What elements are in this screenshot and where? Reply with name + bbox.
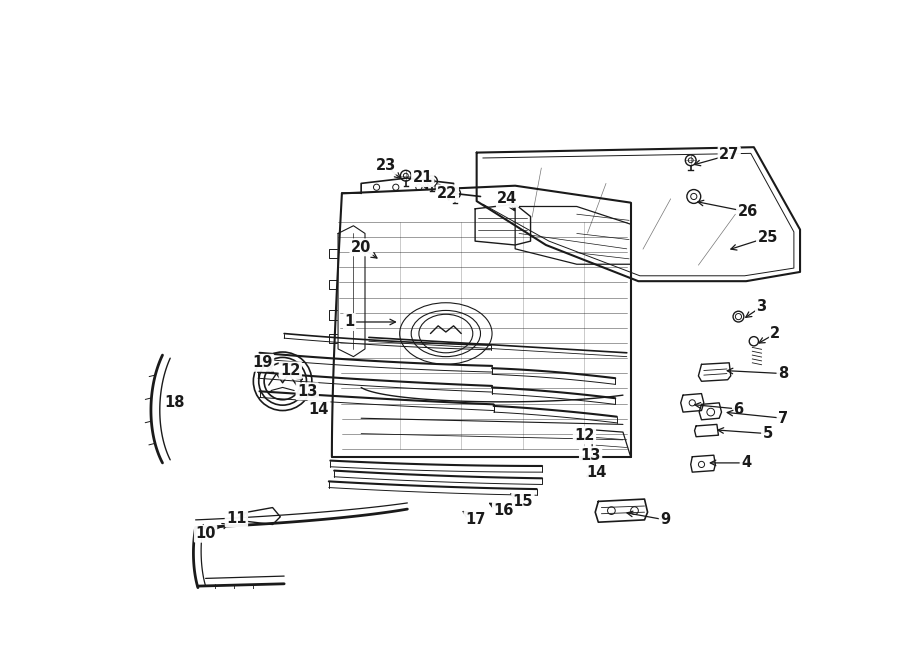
Text: 20: 20 [351, 240, 372, 255]
Text: 6: 6 [734, 401, 743, 416]
Text: 3: 3 [757, 299, 767, 314]
Text: 27: 27 [719, 148, 739, 162]
Text: 4: 4 [741, 455, 751, 471]
Text: 13: 13 [297, 384, 318, 399]
Text: 7: 7 [778, 410, 788, 426]
Text: 12: 12 [280, 363, 301, 378]
Text: 16: 16 [493, 503, 514, 518]
Text: 18: 18 [165, 395, 185, 410]
Text: 15: 15 [513, 494, 533, 509]
Text: 25: 25 [758, 230, 778, 245]
Text: 13: 13 [580, 448, 601, 463]
Text: 9: 9 [661, 512, 670, 528]
Text: 17: 17 [465, 512, 485, 528]
Text: 2: 2 [770, 326, 780, 341]
Text: 14: 14 [309, 401, 329, 416]
Text: 10: 10 [195, 526, 216, 542]
Text: 12: 12 [574, 428, 595, 443]
Text: 26: 26 [738, 205, 758, 219]
Text: 11: 11 [226, 511, 247, 526]
Text: 24: 24 [498, 191, 518, 207]
Text: 22: 22 [437, 186, 457, 201]
Text: 21: 21 [412, 171, 433, 185]
Text: 8: 8 [778, 366, 788, 381]
Text: 14: 14 [586, 465, 607, 480]
Text: 1: 1 [345, 314, 355, 330]
Text: 19: 19 [252, 355, 273, 370]
Text: 5: 5 [762, 426, 773, 441]
Text: 23: 23 [375, 158, 396, 173]
